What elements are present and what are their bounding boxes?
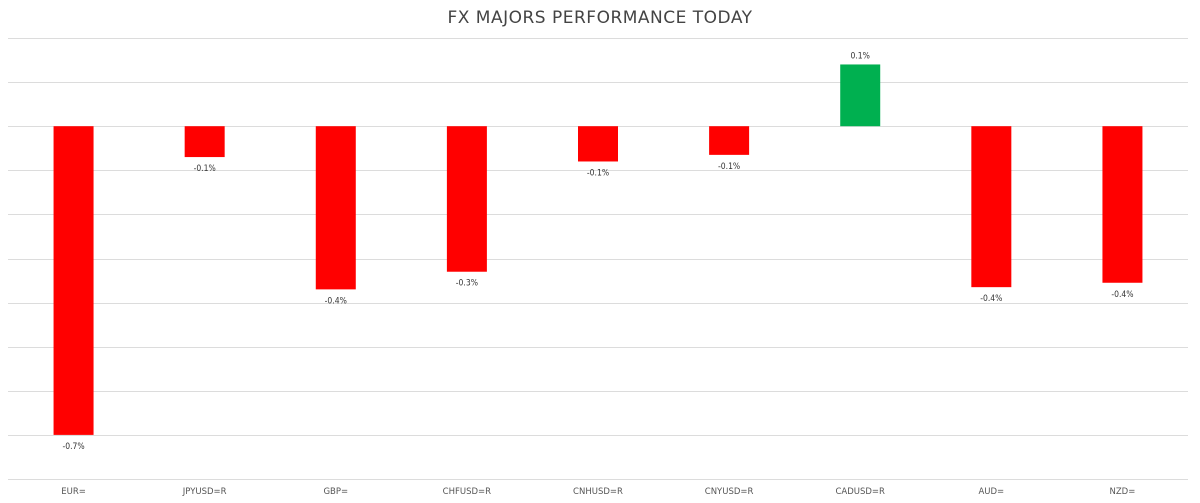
x-tick-label: CNYUSD=R [705,487,754,497]
bar-chfusd-r [446,126,487,272]
bar-nzd [1102,126,1143,283]
data-label: -0.1% [194,164,216,174]
data-label: -0.4% [1111,290,1133,300]
data-label: 0.1% [851,51,870,61]
x-tick-label: JPYUSD=R [182,487,227,497]
bar-cnyusd-r [709,126,750,155]
data-label: -0.4% [980,294,1002,304]
bar-eur [53,126,94,435]
bar-jpyusd-r [184,126,225,158]
bar-cnhusd-r [578,126,618,162]
data-labels: -0.7% -0.1% -0.4% -0.3% -0.1% -0.1% 0.1% -0.4% -… [62,51,1133,451]
x-tick-label: GBP= [323,487,348,497]
x-tick-label: EUR= [61,487,86,497]
data-label: -0.4% [325,296,347,306]
x-axis-tick-labels: EUR= JPYUSD=R GBP= CHFUSD=R CNHUSD=R CNYUSD=R… [61,487,1135,497]
bar-aud [971,126,1012,288]
x-tick-label: NZD= [1110,487,1136,497]
x-tick-label: CNHUSD=R [573,487,623,497]
data-label: -0.3% [456,279,478,289]
data-label: -0.7% [62,442,84,452]
x-tick-label: CADUSD=R [835,487,885,497]
data-label: -0.1% [718,162,740,172]
bar-cadusd-r [840,64,881,127]
bar-gbp [315,126,356,290]
x-tick-label: CHFUSD=R [443,487,492,497]
bars [53,64,1143,435]
chart-title: FX MAJORS PERFORMANCE TODAY [447,8,753,28]
x-tick-label: AUD= [978,487,1004,497]
data-label: -0.1% [587,168,609,178]
